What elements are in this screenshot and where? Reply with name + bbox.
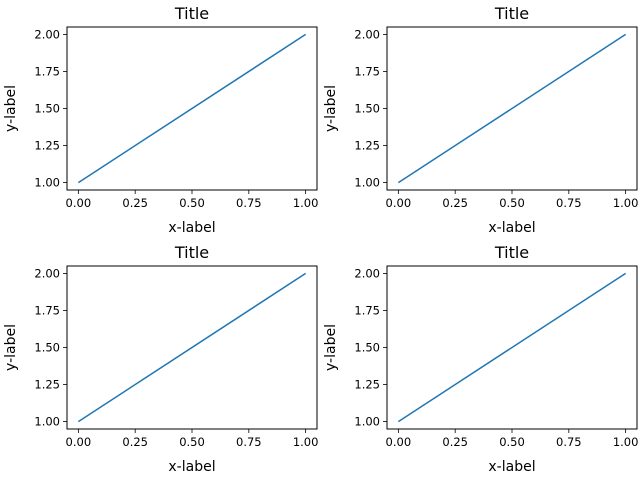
x-tick-label: 0.00 [386,196,412,210]
y-tick-label: 1.00 [34,415,60,429]
y-tick-label: 1.25 [354,139,380,153]
x-tick-label: 0.50 [499,435,525,449]
x-axis-label: x-label [168,220,215,236]
series-line [77,272,307,423]
y-tick-label: 1.75 [354,303,380,317]
x-axis-label: x-label [488,220,535,236]
x-tick-label: 0.25 [122,435,148,449]
x-tick-label: 0.25 [442,196,468,210]
subplot-3: 0.00 0.25 0.50 0.75 1.00 1.00 1.25 1.50 1.75 2.00… [3,243,318,475]
subplot-title: Title [494,4,529,23]
y-axis-label: y-label [323,324,339,371]
x-tick-label: 0.50 [499,196,525,210]
y-tick-label: 1.00 [34,176,60,190]
subplot-title: Title [174,4,209,23]
x-tick-label: 0.25 [442,435,468,449]
x-tick-label: 0.50 [179,435,205,449]
y-tick-label: 2.00 [354,27,380,41]
y-tick-label: 1.75 [354,64,380,78]
y-tick-label: 1.50 [354,102,380,116]
x-tick-label: 1.00 [293,196,319,210]
subplot-title: Title [494,243,529,262]
x-axis-label: x-label [488,459,535,475]
x-axis-label: x-label [168,459,215,475]
y-tick-label: 1.25 [354,378,380,392]
y-tick-label: 1.50 [34,341,60,355]
y-tick-label: 2.00 [34,27,60,41]
y-tick-label: 1.50 [354,341,380,355]
y-tick-label: 1.75 [34,303,60,317]
y-tick-label: 2.00 [34,266,60,280]
y-tick-label: 1.25 [34,139,60,153]
x-tick-label: 0.75 [556,196,582,210]
y-tick-label: 1.25 [34,378,60,392]
series-line [397,272,627,423]
y-axis-label: y-label [323,85,339,132]
x-tick-label: 0.75 [236,435,262,449]
x-tick-label: 0.75 [236,196,262,210]
y-tick-label: 1.00 [354,415,380,429]
subplot-1: 0.00 0.25 0.50 0.75 1.00 1.00 1.25 1.50 1.75 2.00… [3,4,318,236]
x-tick-label: 0.50 [179,196,205,210]
y-tick-label: 1.75 [34,64,60,78]
series-line [397,33,627,184]
series-line [77,33,307,184]
x-tick-label: 1.00 [613,435,639,449]
subplot-4: 0.00 0.25 0.50 0.75 1.00 1.00 1.25 1.50 1.75 2.00… [323,243,638,475]
x-tick-label: 0.75 [556,435,582,449]
x-tick-label: 1.00 [613,196,639,210]
x-tick-label: 0.00 [66,196,92,210]
y-tick-label: 1.00 [354,176,380,190]
x-tick-label: 0.25 [122,196,148,210]
y-axis-label: y-label [3,85,19,132]
x-tick-label: 0.00 [386,435,412,449]
x-tick-label: 0.00 [66,435,92,449]
y-axis-label: y-label [3,324,19,371]
y-tick-label: 1.50 [34,102,60,116]
subplot-2: 0.00 0.25 0.50 0.75 1.00 1.00 1.25 1.50 1.75 2.00… [323,4,638,236]
x-tick-label: 1.00 [293,435,319,449]
y-tick-label: 2.00 [354,266,380,280]
subplot-title: Title [174,243,209,262]
